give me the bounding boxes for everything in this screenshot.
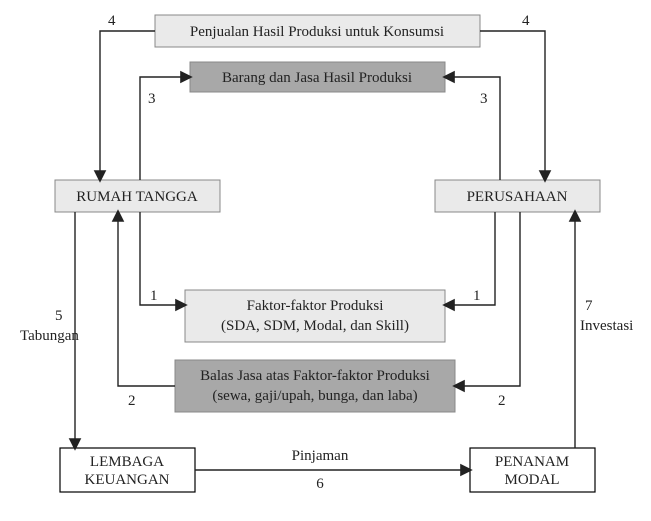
edge-2-right: [455, 212, 520, 386]
edge-3-right-num: 3: [480, 91, 488, 107]
node-barang-jasa-label: Barang dan Jasa Hasil Produksi: [222, 70, 412, 86]
edge-4-left-num: 4: [108, 13, 116, 29]
node-perusahaan-label: PERUSAHAAN: [467, 189, 568, 205]
edge-4-left: [100, 31, 155, 180]
edge-6-label: Pinjaman: [292, 448, 349, 464]
edge-3-left-num: 3: [148, 91, 156, 107]
node-lembaga-label2: KEUANGAN: [85, 472, 170, 488]
node-rumah-tangga-label: RUMAH TANGGA: [76, 189, 198, 205]
edge-4-right-num: 4: [522, 13, 530, 29]
edge-2-right-num: 2: [498, 393, 506, 409]
edge-4-right: [480, 31, 545, 180]
edge-6-num: 6: [316, 476, 324, 492]
edge-7-num: 7: [585, 298, 593, 314]
edge-5-num: 5: [55, 308, 63, 324]
edge-1-right: [445, 212, 495, 305]
edge-2-left-num: 2: [128, 393, 136, 409]
node-penanam-label2: MODAL: [505, 472, 560, 488]
edge-5-label: Tabungan: [20, 328, 79, 344]
node-balas-label2: (sewa, gaji/upah, bunga, dan laba): [212, 388, 417, 404]
node-penanam-label1: PENANAM: [495, 454, 569, 470]
node-faktor-label2: (SDA, SDM, Modal, dan Skill): [221, 318, 409, 334]
node-lembaga-label1: LEMBAGA: [90, 454, 164, 470]
edge-2-left: [118, 212, 175, 386]
edge-7-label: Investasi: [580, 318, 633, 334]
node-balas-label1: Balas Jasa atas Faktor-faktor Produksi: [200, 368, 430, 384]
edge-1-left-num: 1: [150, 288, 158, 304]
edge-1-left: [140, 212, 185, 305]
node-penjualan-label: Penjualan Hasil Produksi untuk Konsumsi: [190, 24, 444, 40]
edge-3-right: [445, 77, 500, 180]
node-faktor-label1: Faktor-faktor Produksi: [247, 298, 384, 314]
edge-1-right-num: 1: [473, 288, 481, 304]
